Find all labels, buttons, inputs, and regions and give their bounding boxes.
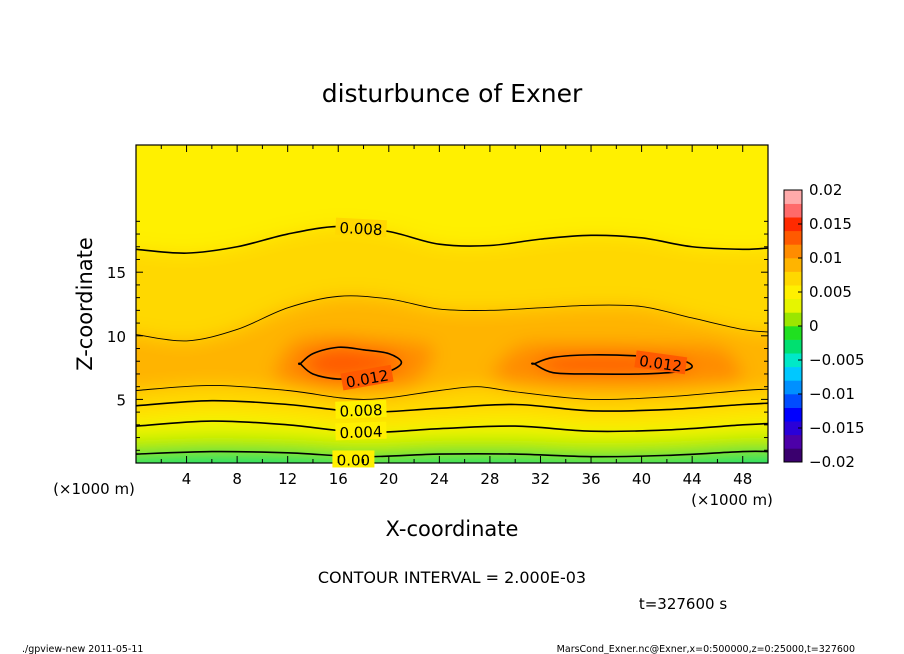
contour-label-text: 0.008 bbox=[339, 401, 383, 420]
y-tick-label: 10 bbox=[107, 328, 126, 346]
contour-line-0 bbox=[136, 450, 768, 458]
contour-line-6 bbox=[297, 346, 403, 380]
colorbar-swatch bbox=[784, 312, 802, 327]
colorbar-label: 0 bbox=[809, 317, 819, 335]
footer-left: ./gpview-new 2011-05-11 bbox=[22, 644, 143, 654]
colorbar-swatch bbox=[784, 271, 802, 286]
contour-label-bg bbox=[340, 364, 394, 391]
footer-right: MarsCond_Exner.nc@Exner,x=0:500000,z=0:2… bbox=[557, 644, 855, 654]
x-tick-label: 48 bbox=[733, 470, 752, 488]
contour-interval-text: CONTOUR INTERVAL = 2.000E-03 bbox=[318, 568, 586, 587]
x-tick-label: 12 bbox=[278, 470, 297, 488]
contour-label-text: 0.004 bbox=[339, 423, 383, 442]
colorbar-swatch bbox=[784, 258, 802, 272]
colorbar-swatch bbox=[784, 203, 802, 218]
contour-label-2: 0.012 bbox=[634, 350, 688, 376]
x-tick-label: 32 bbox=[531, 470, 550, 488]
colorbar-swatch bbox=[784, 285, 802, 300]
y-axis-label: Z-coordinate bbox=[73, 237, 97, 371]
colorbar: 0.02 0.015 0.01 0.005 0 −0.005 −0.01 −0.015 −0.0… bbox=[783, 181, 865, 471]
contour-label-0: 0.008 bbox=[335, 217, 387, 239]
colorbar-swatch bbox=[784, 230, 802, 245]
x-tick-label: 28 bbox=[480, 470, 499, 488]
chart-title: disturbunce of Exner bbox=[322, 79, 583, 108]
x-tick-label: 16 bbox=[329, 470, 348, 488]
colorbar-swatch bbox=[784, 353, 802, 368]
colorbar-label: −0.005 bbox=[809, 351, 865, 369]
contour-label-text: 0.008 bbox=[339, 219, 383, 239]
colorbar-swatch bbox=[784, 190, 802, 204]
colorbar-swatch bbox=[784, 366, 802, 381]
fill-band-upper-2 bbox=[136, 145, 768, 254]
plot-field bbox=[136, 145, 768, 463]
colorbar-label: −0.02 bbox=[809, 453, 855, 471]
contour-label-bg bbox=[335, 421, 387, 441]
colorbar-label: 0.02 bbox=[809, 181, 842, 199]
x-tick-label: 44 bbox=[683, 470, 702, 488]
colorbar-swatch bbox=[784, 407, 802, 422]
colorbar-label: 0.015 bbox=[809, 215, 852, 233]
contour-line-7 bbox=[530, 354, 693, 376]
colorbar-swatch bbox=[784, 380, 802, 395]
colorbar-swatch bbox=[784, 339, 802, 354]
y-tick-label: 5 bbox=[116, 391, 126, 409]
colorbar-swatch bbox=[784, 394, 802, 408]
contour-label-bg bbox=[634, 350, 688, 375]
x-axis-label: X-coordinate bbox=[386, 517, 519, 541]
colorbar-label: 0.005 bbox=[809, 283, 852, 301]
colorbar-label: −0.01 bbox=[809, 385, 855, 403]
colorbar-label: −0.015 bbox=[809, 419, 865, 437]
contour-label-5: 0.00 bbox=[332, 450, 375, 469]
contour-label-bg bbox=[332, 450, 375, 468]
x-tick-label: 36 bbox=[581, 470, 600, 488]
colorbar-swatch bbox=[784, 298, 802, 313]
contour-line-2 bbox=[136, 399, 768, 413]
contour-label-bg bbox=[335, 399, 387, 419]
y-tick-label: 15 bbox=[107, 264, 126, 282]
x-tick-label: 24 bbox=[430, 470, 449, 488]
plot-frame bbox=[135, 144, 769, 464]
x-tick-label: 4 bbox=[182, 470, 192, 488]
contour-line-1 bbox=[136, 420, 768, 434]
x-unit-left: (×1000 m) bbox=[53, 480, 135, 498]
contour-line-5 bbox=[136, 225, 768, 254]
colorbar-swatch bbox=[784, 448, 802, 463]
time-text: t=327600 s bbox=[639, 595, 727, 613]
x-tick-label: 20 bbox=[379, 470, 398, 488]
contour-line-3 bbox=[136, 384, 768, 401]
contour-label-3: 0.008 bbox=[335, 399, 387, 421]
contour-label-4: 0.004 bbox=[335, 421, 387, 442]
x-unit-right: (×1000 m) bbox=[691, 491, 773, 509]
contour-line-4 bbox=[136, 295, 768, 342]
colorbar-swatch bbox=[784, 326, 802, 340]
colorbar-swatch bbox=[784, 244, 802, 259]
colorbar-label: 0.01 bbox=[809, 249, 842, 267]
contour-label-text: 0.012 bbox=[638, 352, 683, 376]
colorbar-swatch bbox=[784, 434, 802, 449]
colorbar-swatch bbox=[784, 217, 802, 232]
contour-label-bg bbox=[335, 217, 387, 238]
x-tick-label: 40 bbox=[632, 470, 651, 488]
contour-label-text: 0.00 bbox=[337, 451, 370, 469]
x-tick-label: 8 bbox=[232, 470, 242, 488]
colorbar-swatch bbox=[784, 421, 802, 436]
